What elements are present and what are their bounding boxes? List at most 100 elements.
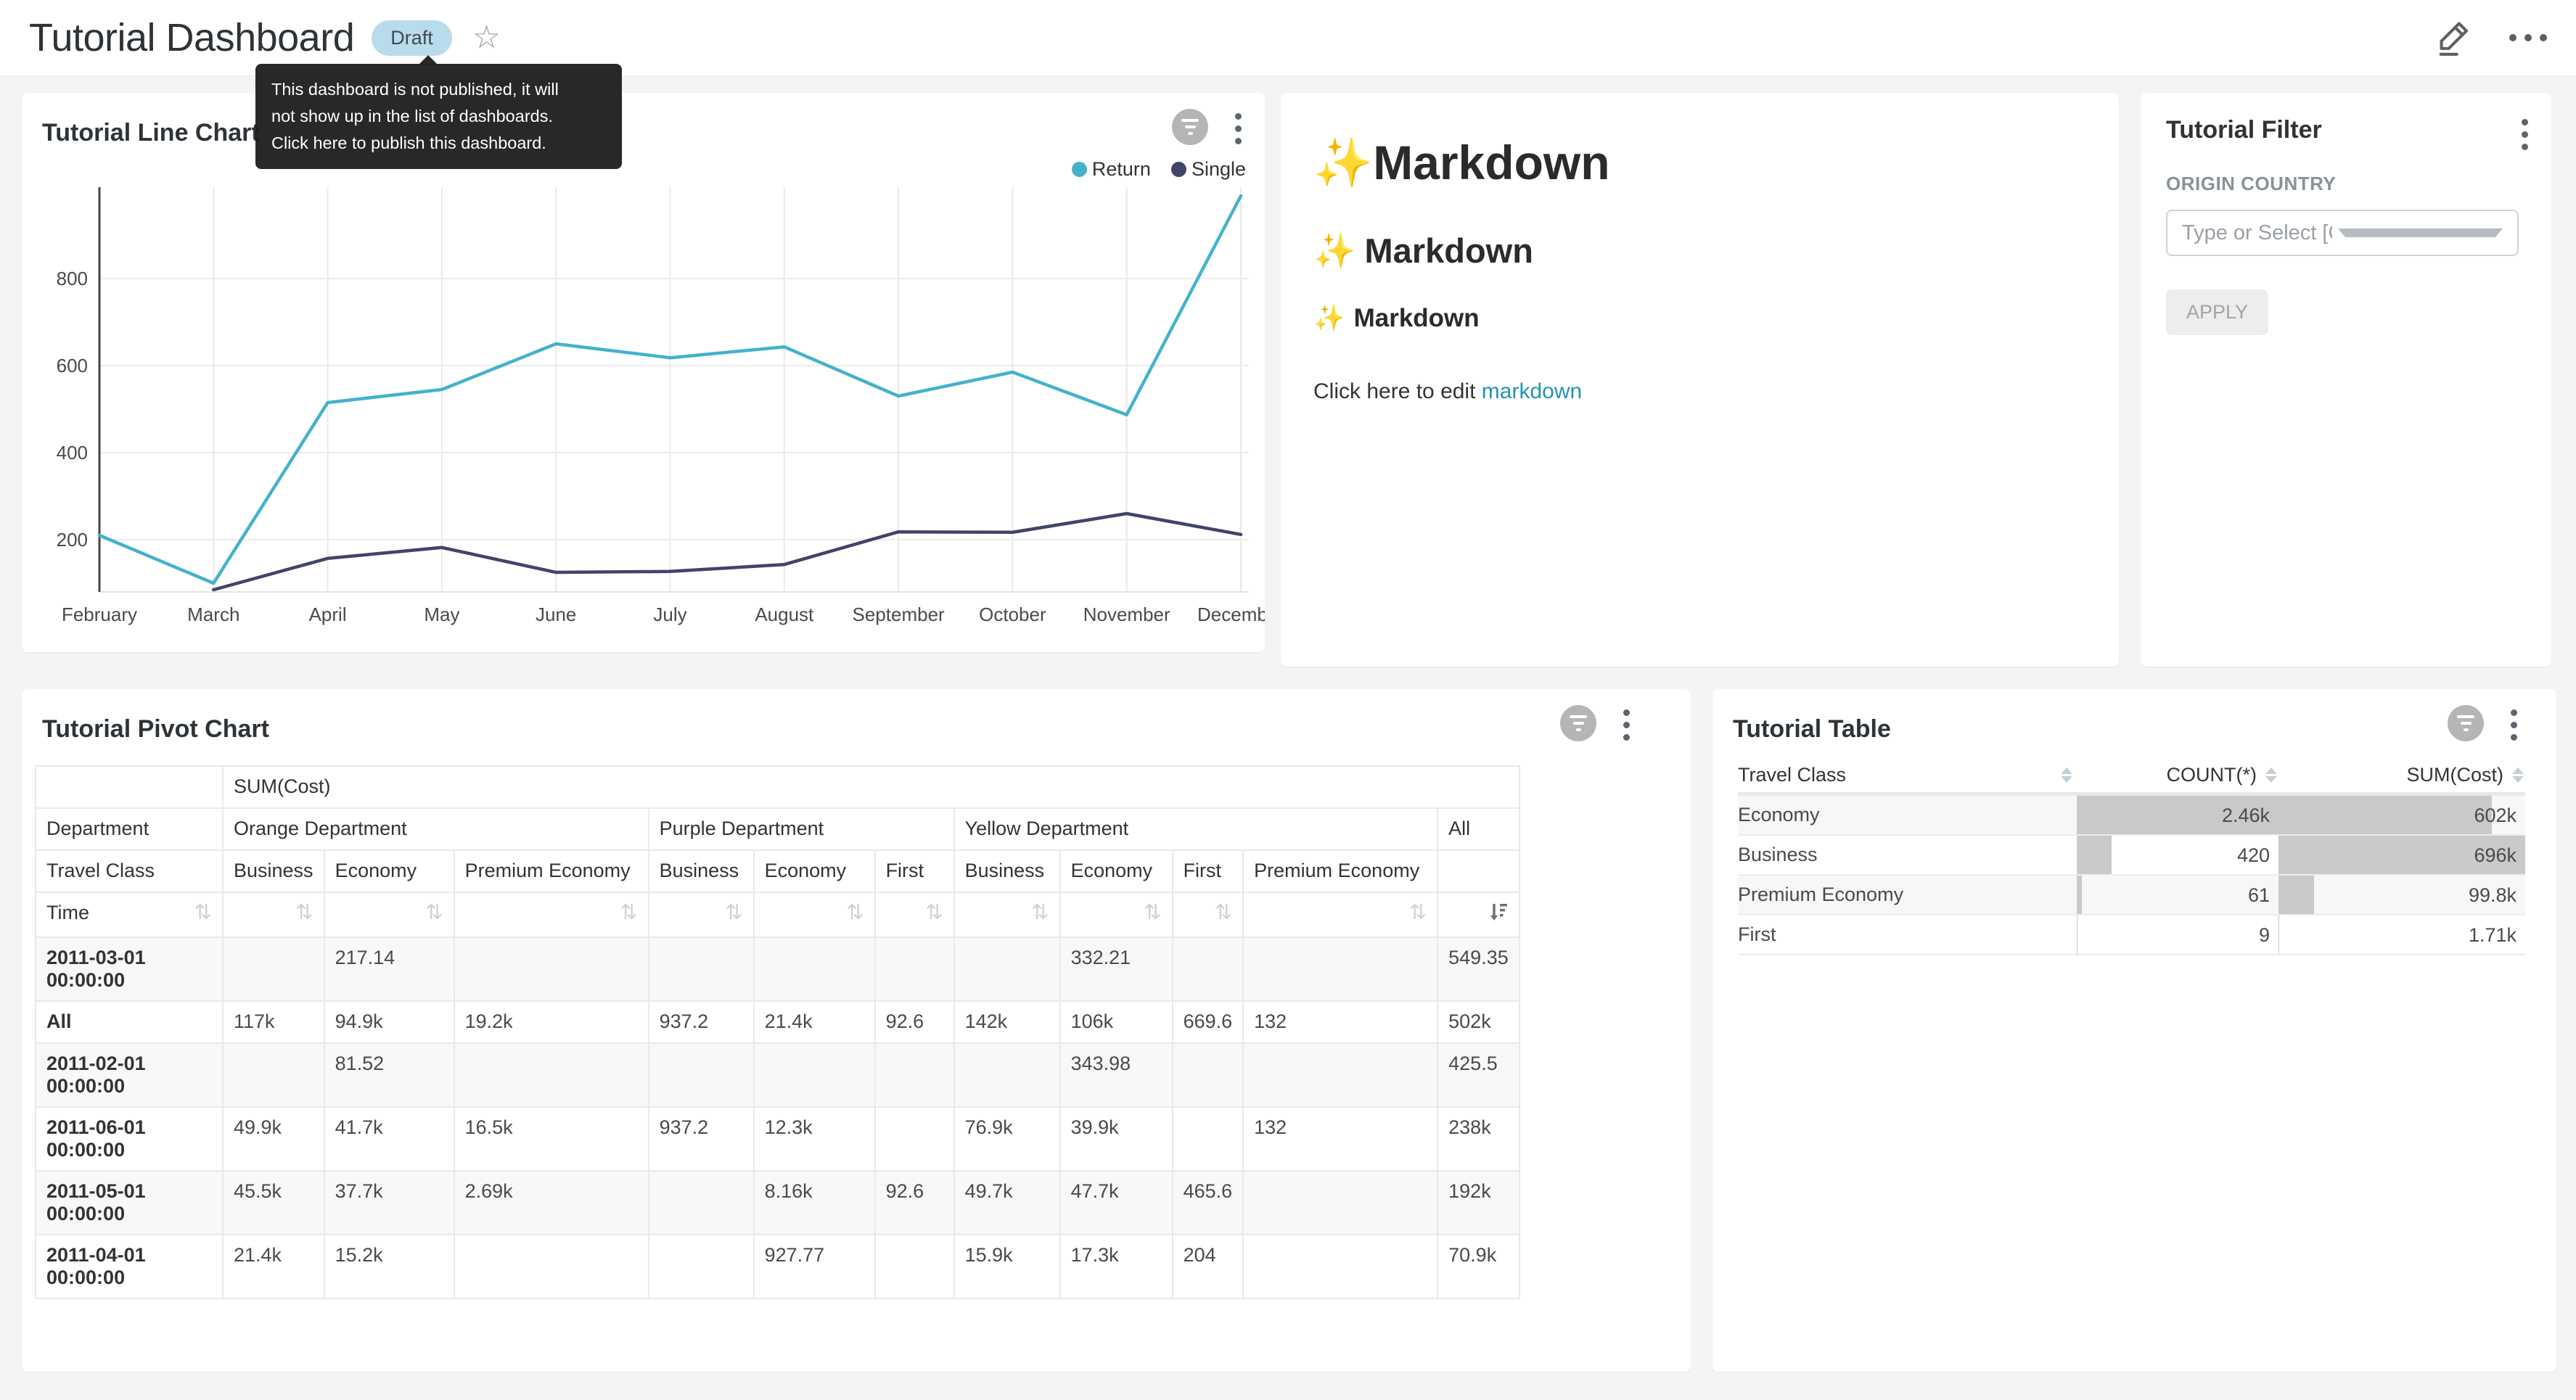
cell-value: 602k (2474, 804, 2516, 826)
y-tick-label: 200 (57, 529, 88, 551)
legend-item-single[interactable]: Single (1170, 158, 1246, 181)
pivot-row-header: 2011-02-01 00:00:00 (35, 1042, 223, 1108)
pivot-sort-cell-active[interactable] (1437, 892, 1520, 938)
sort-icon[interactable]: ⇅ (1408, 901, 1427, 924)
pivot-class-header: Business (647, 849, 755, 893)
sort-icon[interactable]: ⇅ (925, 901, 943, 924)
pivot-value-cell: 49.9k (222, 1106, 325, 1172)
x-tick-label: December (1197, 604, 1265, 625)
pivot-value-cell (453, 1234, 649, 1299)
pivot-row-header: 2011-05-01 00:00:00 (35, 1170, 223, 1235)
pivot-value-cell (647, 936, 755, 1002)
edit-markdown-link[interactable]: markdown (1481, 379, 1583, 403)
pivot-value-cell: 21.4k (752, 1000, 876, 1044)
filter-menu-icon[interactable] (2517, 115, 2532, 155)
sort-descending-icon[interactable] (1489, 902, 1509, 923)
cell-value: 61 (2247, 884, 2270, 906)
pivot-dept-header: Purple Department (647, 807, 955, 851)
x-tick-label: August (755, 604, 814, 625)
x-tick-label: July (653, 604, 686, 625)
pivot-value-cell: 927.77 (752, 1234, 876, 1299)
pivot-value-cell: 45.5k (222, 1170, 325, 1235)
sort-icon[interactable]: ⇅ (295, 901, 313, 924)
sort-icon[interactable]: ⇅ (846, 901, 864, 924)
pivot-sort-cell[interactable]: ⇅ (1242, 892, 1439, 938)
pivot-value-cell: 17.3k (1059, 1234, 1173, 1299)
pivot-value-cell: 49.7k (953, 1170, 1061, 1235)
markdown-h3: ✨ Markdown (1313, 304, 1480, 332)
pivot-value-cell (453, 1042, 649, 1108)
cell-count: 2.46k (2077, 796, 2278, 834)
x-tick-label: October (979, 604, 1046, 625)
sparkles-icon: ✨ (1313, 136, 1374, 189)
cell-sum-cost: 696k (2278, 836, 2525, 874)
pivot-sort-cell[interactable]: ⇅ (1059, 892, 1173, 938)
pivot-sort-cell[interactable]: ⇅ (874, 892, 955, 938)
value-bar (2278, 796, 2493, 834)
edit-dashboard-icon[interactable] (2434, 17, 2474, 58)
chart-menu-icon[interactable] (1231, 109, 1246, 149)
value-bar (2278, 915, 2280, 954)
pivot-value-cell: 142k (953, 1000, 1061, 1044)
sort-icon[interactable]: ⇅ (1031, 901, 1049, 924)
apply-button[interactable]: APPLY (2166, 289, 2269, 335)
more-actions-icon[interactable] (2509, 34, 2547, 41)
cell-count: 61 (2077, 876, 2278, 914)
pivot-value-cell (647, 1170, 755, 1235)
applied-filters-icon[interactable] (1172, 109, 1208, 145)
pivot-sort-cell[interactable]: ⇅ (752, 892, 876, 938)
sort-icon[interactable]: ⇅ (725, 901, 743, 924)
sort-icon[interactable]: ⇅ (194, 901, 212, 924)
chart-menu-icon[interactable] (2506, 705, 2522, 745)
column-header-travel-class[interactable]: Travel Class (1738, 764, 2077, 786)
series-line-return (97, 194, 1243, 585)
pivot-value-cell (953, 936, 1061, 1002)
draft-badge[interactable]: Draft (372, 20, 452, 56)
pivot-value-cell: 332.21 (1059, 936, 1173, 1002)
sparkles-icon: ✨ (1313, 231, 1356, 270)
legend-item-return[interactable]: Return (1071, 158, 1151, 181)
tooltip-text[interactable]: Click here to publish this dashboard. (271, 133, 546, 152)
pivot-sort-cell[interactable]: ⇅ (953, 892, 1061, 938)
pivot-value-cell (1242, 1042, 1439, 1108)
favorite-star-icon[interactable]: ☆ (472, 20, 501, 55)
pivot-value-cell: 502k (1437, 1000, 1520, 1044)
line-chart-title: Tutorial Line Chart (42, 119, 260, 147)
pivot-row-header: All (35, 1000, 223, 1044)
applied-filters-icon[interactable] (2448, 705, 2484, 741)
pivot-time-row-label[interactable]: Time ⇅ (35, 892, 223, 938)
pivot-sort-cell[interactable]: ⇅ (222, 892, 325, 938)
pivot-value-cell: 21.4k (222, 1234, 325, 1299)
x-tick-label: November (1083, 604, 1170, 625)
tooltip-text: This dashboard is not published, it will (271, 80, 559, 99)
pivot-sort-cell[interactable]: ⇅ (323, 892, 455, 938)
pivot-value-cell: 76.9k (953, 1106, 1061, 1172)
pivot-all-header: All (1437, 807, 1520, 851)
pivot-value-cell (453, 936, 649, 1002)
pivot-value-cell (222, 1042, 325, 1108)
value-bar (2077, 836, 2112, 874)
filter-panel-title: Tutorial Filter (2166, 116, 2322, 144)
table-row: Economy 2.46k 602k (1738, 796, 2525, 836)
value-bar (2077, 796, 2278, 834)
sort-icon[interactable]: ⇅ (620, 901, 638, 924)
pivot-value-cell: 192k (1437, 1170, 1520, 1235)
column-header-count[interactable]: COUNT(*) (2077, 764, 2278, 786)
pivot-value-cell (647, 1234, 755, 1299)
pivot-dept-header: Orange Department (222, 807, 649, 851)
pivot-value-cell: 117k (222, 1000, 325, 1044)
sort-icon[interactable]: ⇅ (1144, 901, 1162, 924)
cell-sum-cost: 1.71k (2278, 915, 2525, 954)
filter-panel: Tutorial Filter ORIGIN COUNTRY Type or S… (2141, 93, 2551, 667)
pivot-sort-cell[interactable]: ⇅ (1171, 892, 1244, 938)
pivot-value-cell: 92.6 (874, 1170, 955, 1235)
origin-country-select[interactable]: Type or Select [Origin Country] (2166, 210, 2519, 256)
sort-icon[interactable]: ⇅ (425, 901, 443, 924)
pivot-chart-panel: Tutorial Pivot Chart SUM(Cost) Department… (22, 689, 1691, 1372)
applied-filters-icon[interactable] (1560, 705, 1596, 741)
pivot-sort-cell[interactable]: ⇅ (647, 892, 755, 938)
sort-icon[interactable]: ⇅ (1214, 901, 1233, 924)
pivot-sort-cell[interactable]: ⇅ (453, 892, 649, 938)
column-header-sum-cost[interactable]: SUM(Cost) (2278, 764, 2525, 786)
chart-menu-icon[interactable] (1619, 705, 1634, 745)
